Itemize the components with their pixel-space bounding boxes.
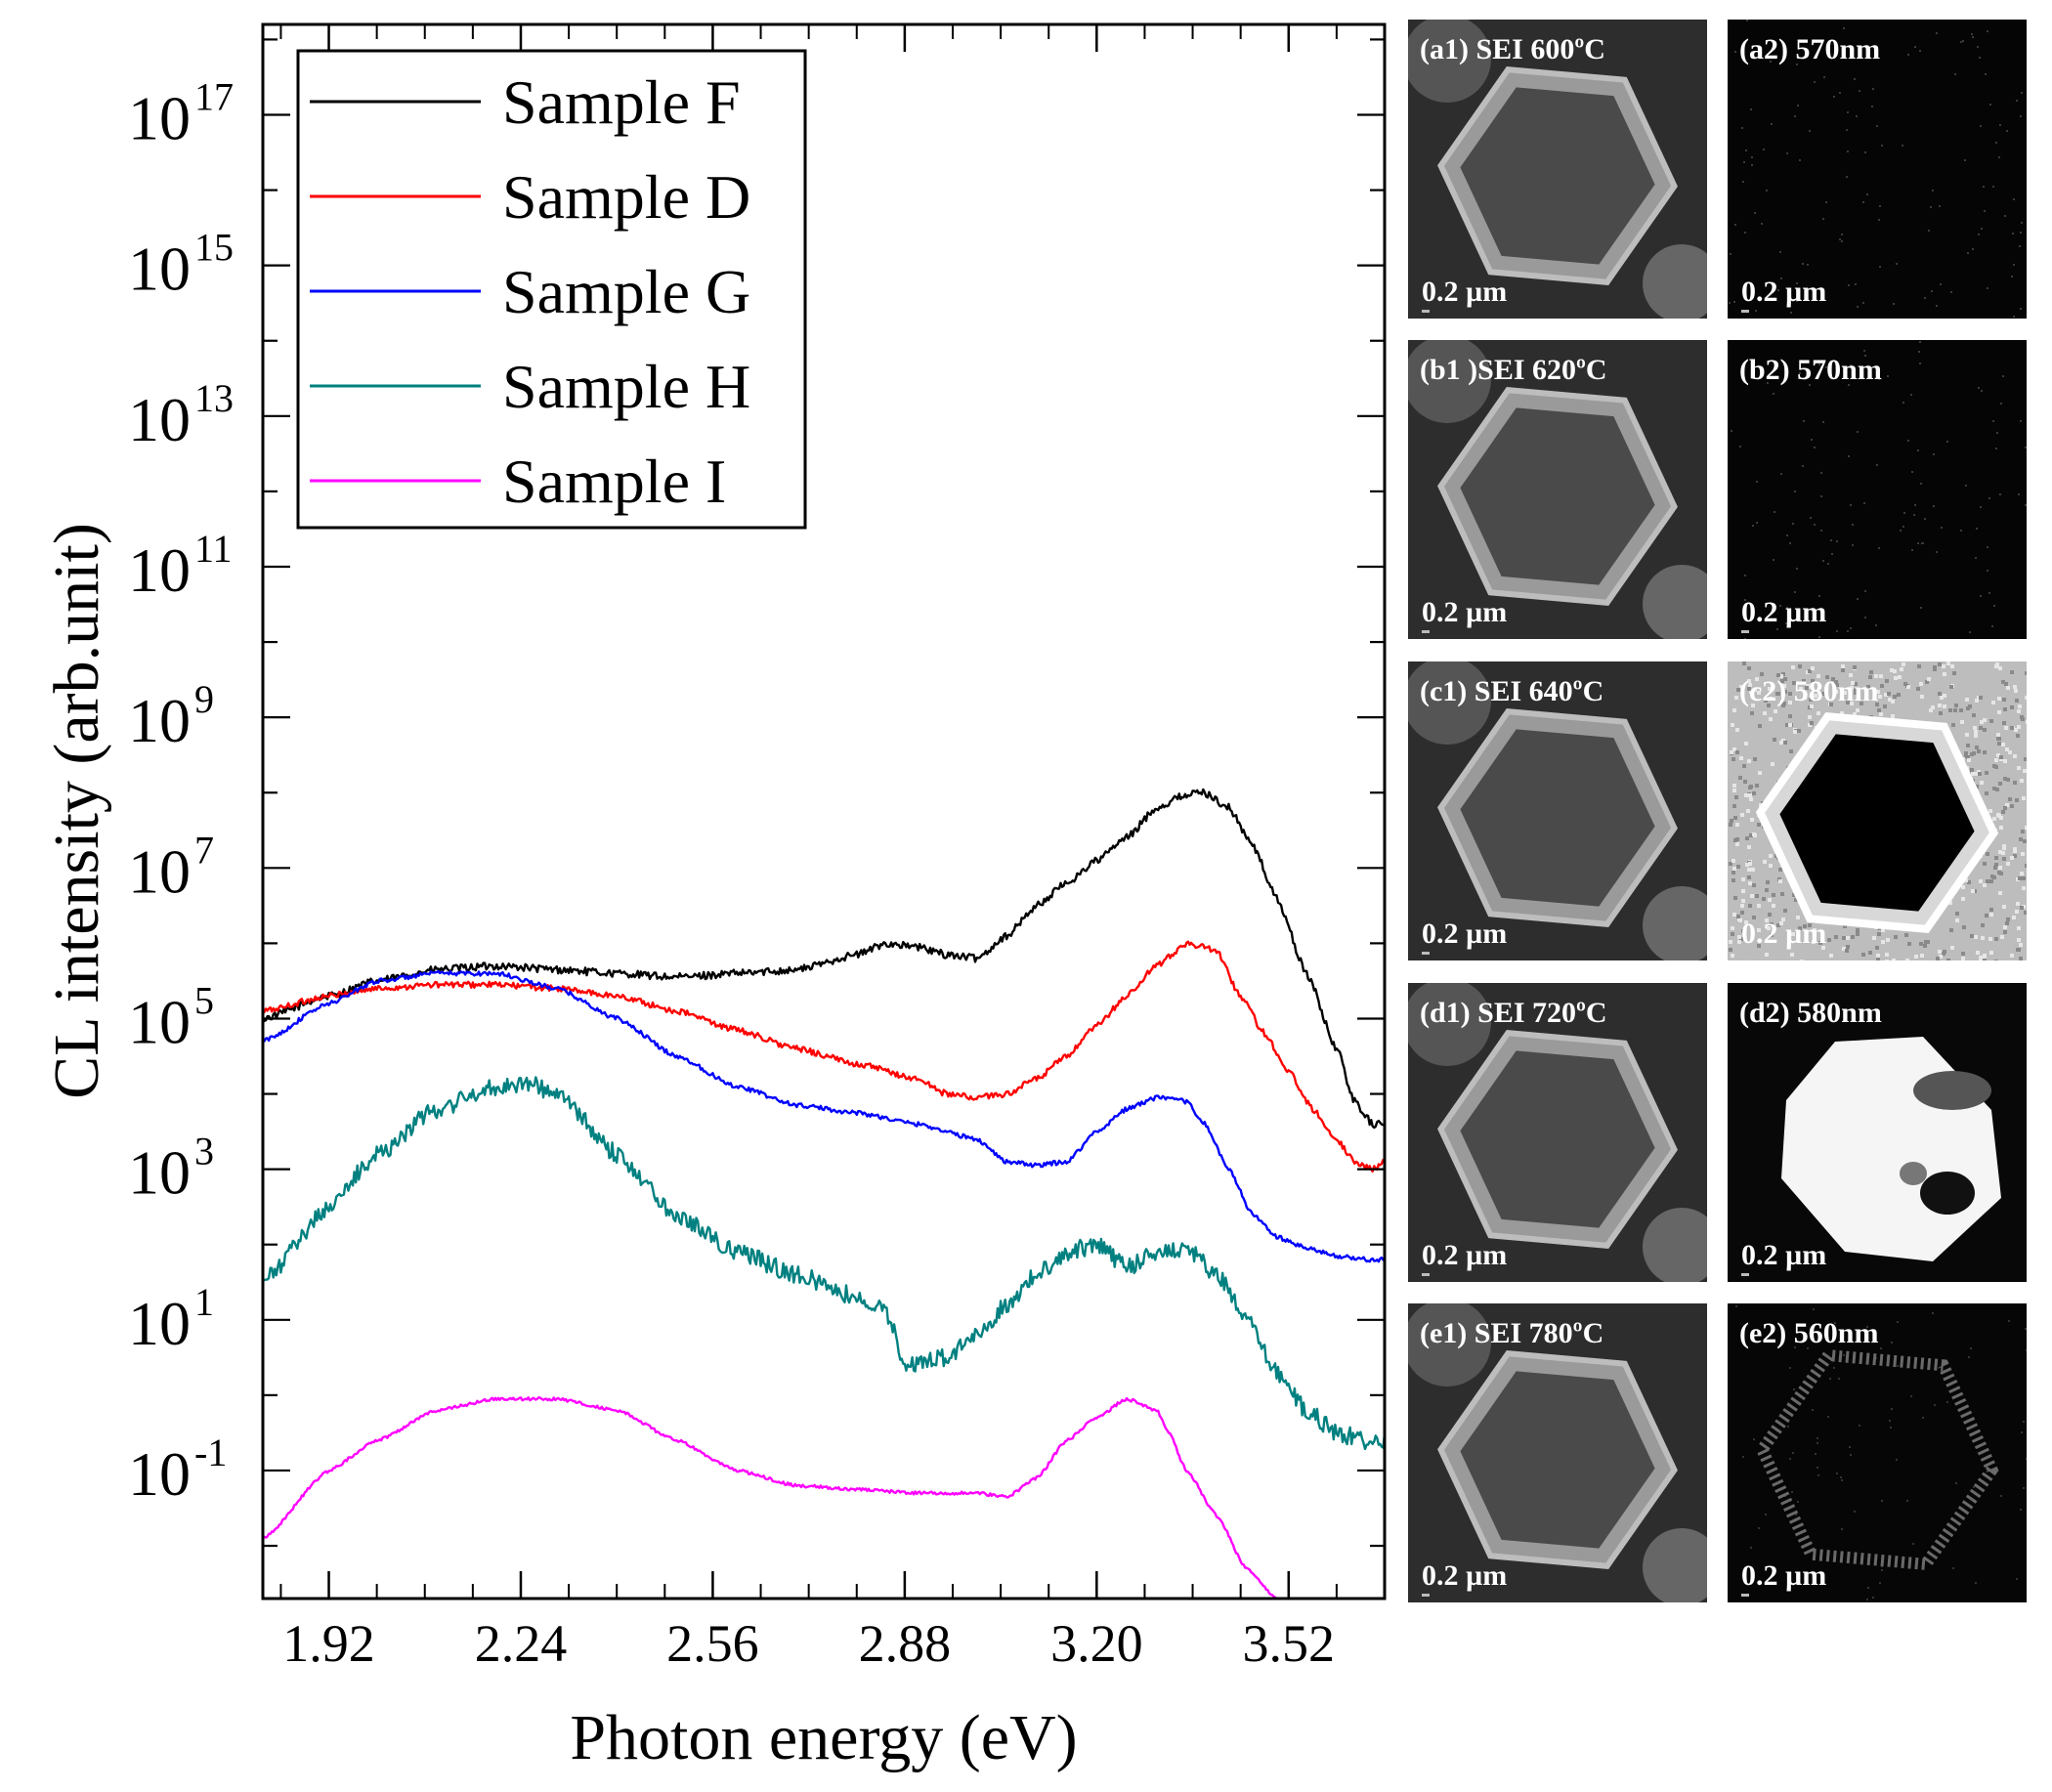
micrograph-image bbox=[1408, 20, 1707, 319]
axis-ticks bbox=[263, 24, 1385, 1599]
scale-label: 0.2 µm bbox=[1741, 1239, 1827, 1271]
series-line-sample-h bbox=[262, 1076, 1387, 1451]
legend-label: Sample I bbox=[502, 447, 726, 516]
legend-label: Sample F bbox=[502, 67, 741, 137]
micrograph-panel: (e2) 560nm 0.2 µm bbox=[1728, 1303, 2027, 1602]
y-tick-label: 10 bbox=[128, 987, 191, 1056]
y-tick-exponent: 5 bbox=[194, 978, 214, 1022]
micrograph-image bbox=[1408, 1303, 1707, 1602]
micrograph-image bbox=[1728, 983, 2027, 1282]
legend: Sample F Sample D Sample G Sample H Sample I bbox=[296, 49, 807, 530]
legend-label: Sample G bbox=[502, 257, 750, 326]
y-tick-exponent: 17 bbox=[194, 74, 234, 118]
series-line-sample-d bbox=[261, 940, 1386, 1173]
y-tick-label: 10 bbox=[128, 235, 191, 304]
panel-label: (b1 )SEI 620ºC bbox=[1420, 354, 1607, 386]
x-tick-label: 2.56 bbox=[666, 1614, 759, 1673]
micrograph-panel: (a2) 570nm 0.2 µm bbox=[1728, 20, 2027, 319]
scale-bar bbox=[1422, 630, 1430, 633]
scale-label: 0.2 µm bbox=[1422, 596, 1508, 628]
scale-label: 0.2 µm bbox=[1422, 1239, 1508, 1271]
x-tick-label: 3.52 bbox=[1243, 1614, 1336, 1673]
micrograph-image bbox=[1728, 1303, 2027, 1602]
y-tick-exponent: 13 bbox=[194, 376, 234, 420]
scale-label: 0.2 µm bbox=[1741, 1559, 1827, 1592]
panel-label: (d1) SEI 720ºC bbox=[1420, 997, 1607, 1029]
series-line-sample-i bbox=[262, 1396, 1278, 1600]
micrograph-panel: (c2) 580nm 0.2 µm bbox=[1728, 661, 2027, 960]
scale-label: 0.2 µm bbox=[1741, 596, 1827, 628]
scale-bar bbox=[1422, 1273, 1430, 1276]
scale-bar bbox=[1741, 952, 1749, 955]
panel-label: (b2) 570nm bbox=[1739, 354, 1882, 386]
micrograph-image bbox=[1728, 661, 2027, 960]
panel-label: (a2) 570nm bbox=[1739, 33, 1881, 65]
y-tick-label: 10 bbox=[128, 1439, 191, 1509]
x-tick-label: 3.20 bbox=[1050, 1614, 1143, 1673]
scale-label: 0.2 µm bbox=[1741, 917, 1827, 950]
legend-label: Sample H bbox=[502, 352, 750, 421]
micrograph-image bbox=[1408, 983, 1707, 1282]
micrograph-image bbox=[1408, 661, 1707, 960]
y-tick-label: 10 bbox=[128, 83, 191, 152]
micrograph-panel: (c1) SEI 640ºC 0.2 µm bbox=[1408, 661, 1707, 960]
y-tick-exponent: 3 bbox=[194, 1130, 214, 1173]
panel-label: (e2) 560nm bbox=[1739, 1317, 1879, 1349]
y-tick-exponent: 15 bbox=[194, 226, 234, 270]
panel-label: (c1) SEI 640ºC bbox=[1420, 675, 1604, 707]
y-tick-exponent: -1 bbox=[194, 1430, 227, 1474]
y-tick-exponent: 9 bbox=[194, 677, 214, 721]
legend-label: Sample D bbox=[502, 162, 750, 232]
series-lines bbox=[261, 788, 1387, 1600]
x-tick-label: 1.92 bbox=[282, 1614, 375, 1673]
y-tick-label: 10 bbox=[128, 535, 191, 605]
scale-bar bbox=[1741, 310, 1749, 313]
y-axis-label: CL intensity (arb.unit) bbox=[41, 523, 112, 1099]
micrograph-panel: (d2) 580nm 0.2 µm bbox=[1728, 983, 2027, 1282]
scale-label: 0.2 µm bbox=[1422, 1559, 1508, 1592]
scale-bar bbox=[1422, 1594, 1430, 1597]
y-tick-label: 10 bbox=[128, 686, 191, 755]
micrograph-panel: (d1) SEI 720ºC 0.2 µm bbox=[1408, 983, 1707, 1282]
y-tick-exponent: 7 bbox=[194, 828, 214, 872]
plot-frame bbox=[261, 22, 1387, 1600]
scale-bar bbox=[1741, 630, 1749, 633]
micrograph-panel: (b1 )SEI 620ºC 0.2 µm bbox=[1408, 340, 1707, 639]
micrograph-image bbox=[1728, 340, 2027, 639]
scale-label: 0.2 µm bbox=[1741, 276, 1827, 308]
y-tick-label: 10 bbox=[128, 1289, 191, 1358]
scale-label: 0.2 µm bbox=[1422, 276, 1508, 308]
legend-box bbox=[296, 49, 807, 530]
x-axis-label: Photon energy (eV) bbox=[570, 1702, 1077, 1773]
scale-bar bbox=[1741, 1273, 1749, 1276]
panel-label: (a1) SEI 600ºC bbox=[1420, 33, 1605, 65]
micrograph-panel: (b2) 570nm 0.2 µm bbox=[1728, 340, 2027, 639]
micrograph-panel: (e1) SEI 780ºC 0.2 µm bbox=[1408, 1303, 1707, 1602]
scale-bar bbox=[1422, 310, 1430, 313]
panel-label: (d2) 580nm bbox=[1739, 997, 1882, 1029]
scale-bar bbox=[1741, 1594, 1749, 1597]
scale-label: 0.2 µm bbox=[1422, 917, 1508, 950]
micrograph-panel: (a1) SEI 600ºC 0.2 µm bbox=[1408, 20, 1707, 319]
panel-label: (e1) SEI 780ºC bbox=[1420, 1317, 1604, 1349]
micrograph-image bbox=[1728, 20, 2027, 319]
y-tick-exponent: 11 bbox=[194, 527, 233, 571]
x-tick-label: 2.24 bbox=[475, 1614, 568, 1673]
y-tick-label: 10 bbox=[128, 1138, 191, 1208]
micrograph-image bbox=[1408, 340, 1707, 639]
panel-label: (c2) 580nm bbox=[1739, 675, 1879, 707]
y-tick-label: 10 bbox=[128, 836, 191, 906]
y-tick-label: 10 bbox=[128, 385, 191, 454]
x-tick-label: 2.88 bbox=[859, 1614, 952, 1673]
series-line-sample-f bbox=[261, 788, 1385, 1130]
series-line-sample-g bbox=[262, 969, 1386, 1263]
y-tick-exponent: 1 bbox=[194, 1280, 214, 1324]
scale-bar bbox=[1422, 952, 1430, 955]
